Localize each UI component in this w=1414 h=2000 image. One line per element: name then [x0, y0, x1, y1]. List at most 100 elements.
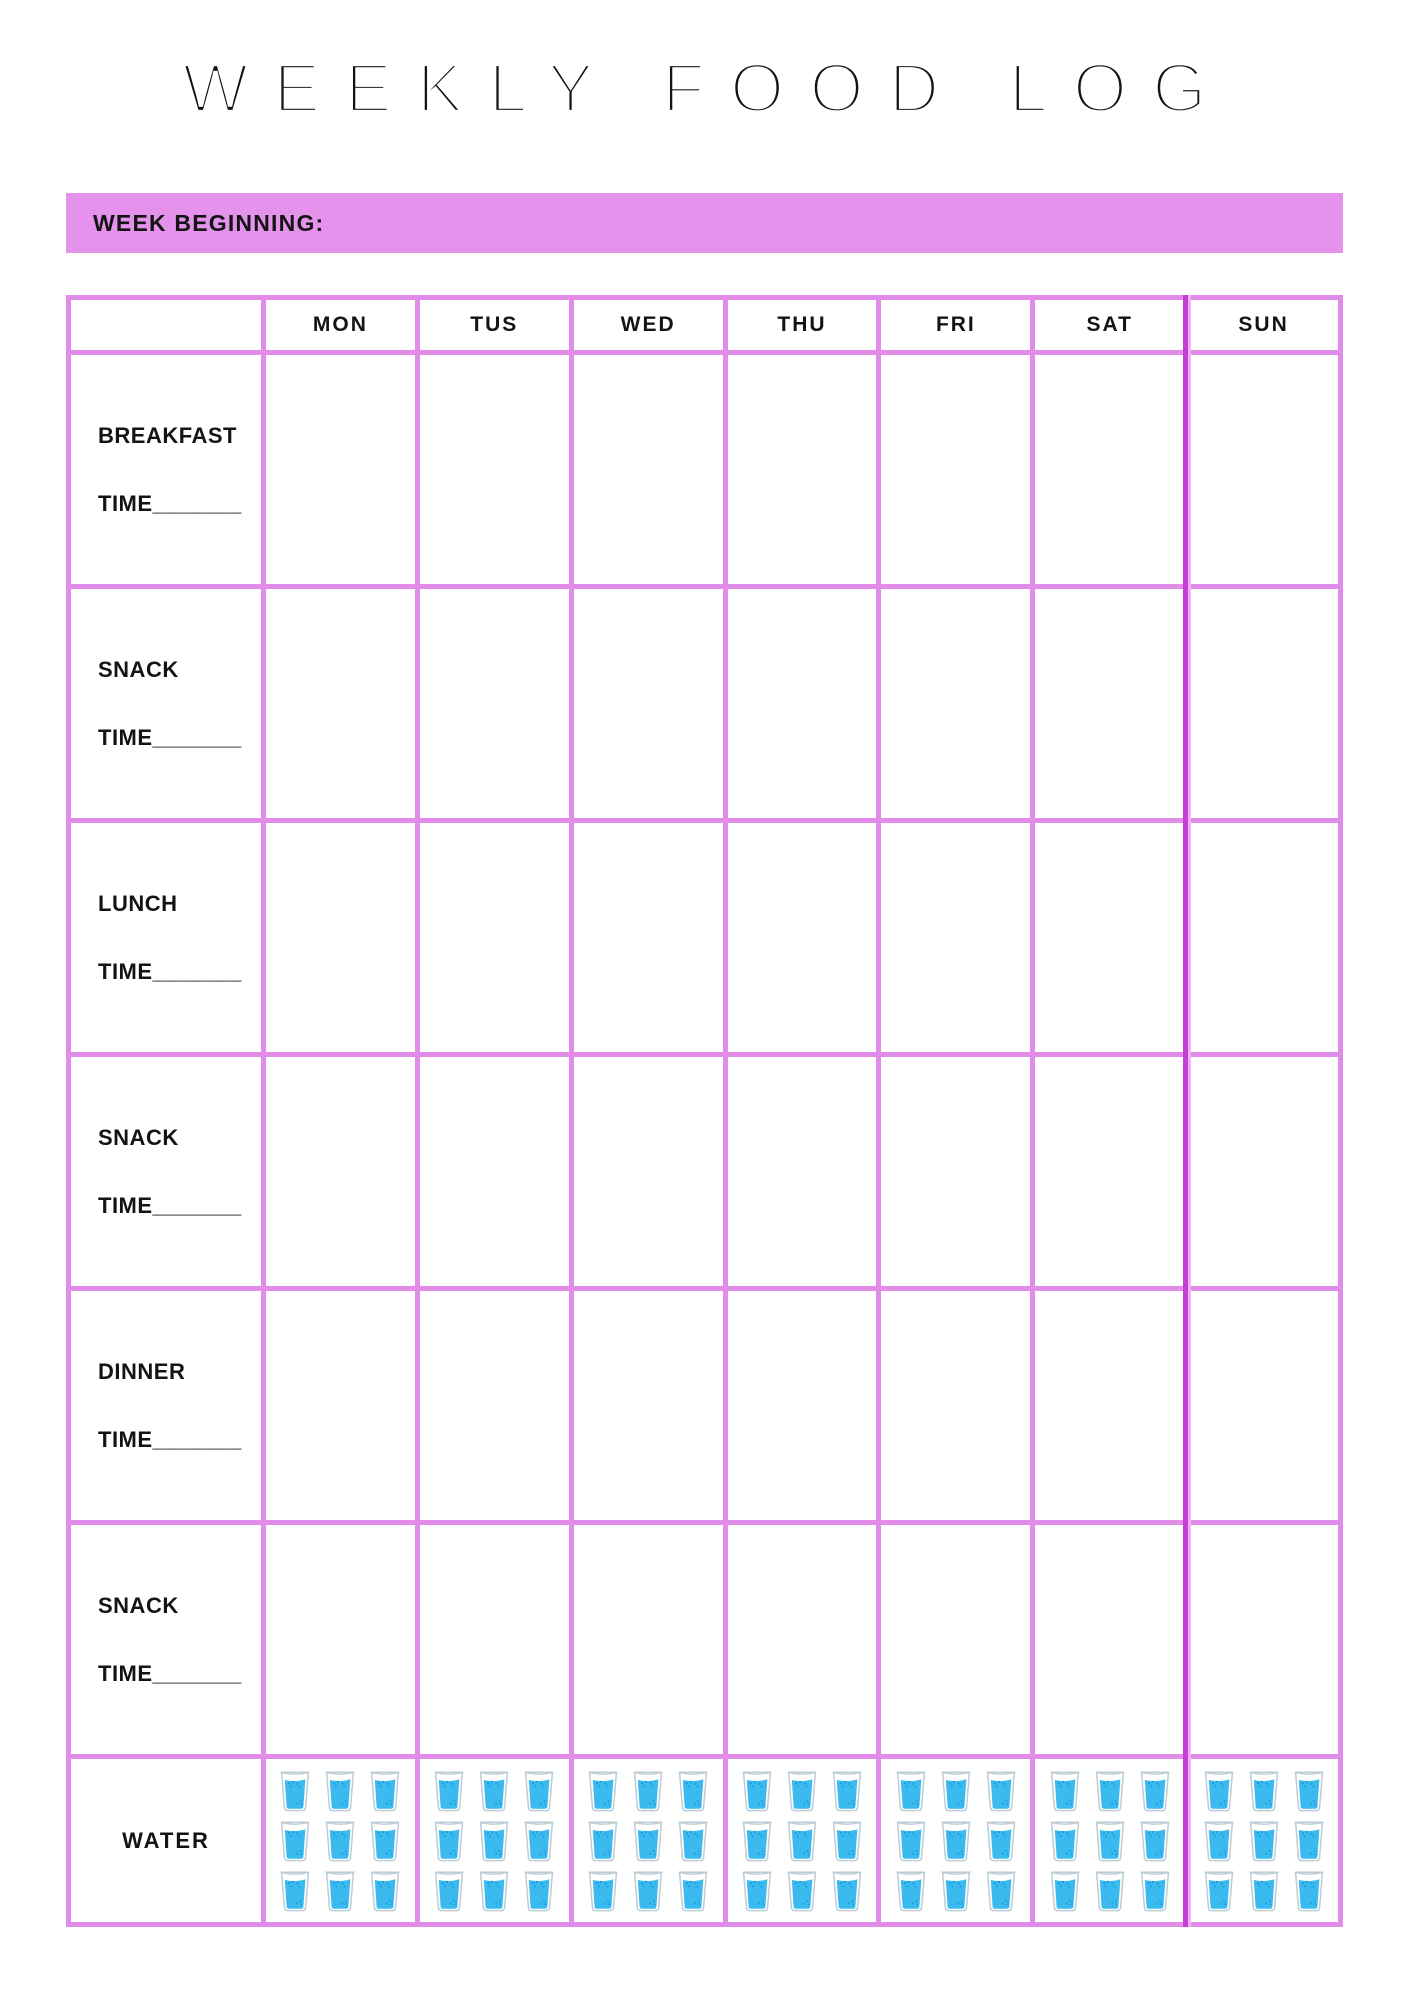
- water-glass-icon[interactable]: [1202, 1769, 1236, 1812]
- water-glass-icon[interactable]: [586, 1819, 620, 1862]
- food-entry-cell-sun-row5[interactable]: [1189, 1525, 1338, 1754]
- food-entry-cell-mon-row3[interactable]: [266, 1057, 415, 1286]
- food-entry-cell-sun-row4[interactable]: [1189, 1291, 1338, 1520]
- food-entry-cell-mon-row4[interactable]: [266, 1291, 415, 1520]
- water-glass-icon[interactable]: [1093, 1819, 1127, 1862]
- water-glass-icon[interactable]: [984, 1869, 1018, 1912]
- food-entry-cell-wed-row3[interactable]: [573, 1057, 723, 1286]
- water-glass-icon[interactable]: [432, 1869, 466, 1912]
- water-glass-icon[interactable]: [984, 1819, 1018, 1862]
- water-glass-icon[interactable]: [740, 1769, 774, 1812]
- water-glass-icon[interactable]: [368, 1869, 402, 1912]
- water-glass-icon[interactable]: [785, 1819, 819, 1862]
- food-entry-cell-sat-row5[interactable]: [1035, 1525, 1185, 1754]
- water-glass-icon[interactable]: [368, 1819, 402, 1862]
- food-entry-cell-fri-row4[interactable]: [881, 1291, 1031, 1520]
- week-beginning-input[interactable]: [324, 193, 1343, 253]
- food-entry-cell-tus-row1[interactable]: [419, 589, 569, 818]
- water-glass-icon[interactable]: [984, 1769, 1018, 1812]
- water-glass-icon[interactable]: [278, 1869, 312, 1912]
- water-glass-icon[interactable]: [894, 1819, 928, 1862]
- food-entry-cell-wed-row2[interactable]: [573, 823, 723, 1052]
- food-entry-cell-fri-row3[interactable]: [881, 1057, 1031, 1286]
- food-entry-cell-tus-row3[interactable]: [419, 1057, 569, 1286]
- food-entry-cell-mon-row1[interactable]: [266, 589, 415, 818]
- food-entry-cell-mon-row0[interactable]: [266, 355, 415, 584]
- water-glass-icon[interactable]: [1093, 1769, 1127, 1812]
- water-glass-icon[interactable]: [323, 1869, 357, 1912]
- food-entry-cell-sun-row1[interactable]: [1189, 589, 1338, 818]
- water-glass-icon[interactable]: [1048, 1819, 1082, 1862]
- water-glass-icon[interactable]: [1292, 1819, 1326, 1862]
- food-entry-cell-tus-row2[interactable]: [419, 823, 569, 1052]
- water-glass-icon[interactable]: [522, 1769, 556, 1812]
- water-glass-icon[interactable]: [1292, 1869, 1326, 1912]
- food-entry-cell-sat-row2[interactable]: [1035, 823, 1185, 1052]
- food-entry-cell-fri-row2[interactable]: [881, 823, 1031, 1052]
- water-glass-icon[interactable]: [894, 1869, 928, 1912]
- food-entry-cell-sat-row0[interactable]: [1035, 355, 1185, 584]
- water-glass-icon[interactable]: [1138, 1869, 1172, 1912]
- water-glass-icon[interactable]: [631, 1769, 665, 1812]
- water-glass-icon[interactable]: [676, 1819, 710, 1862]
- water-glass-icon[interactable]: [477, 1769, 511, 1812]
- water-glass-icon[interactable]: [323, 1819, 357, 1862]
- food-entry-cell-thu-row2[interactable]: [727, 823, 877, 1052]
- water-glass-icon[interactable]: [740, 1819, 774, 1862]
- food-entry-cell-sun-row2[interactable]: [1189, 823, 1338, 1052]
- water-glass-icon[interactable]: [830, 1819, 864, 1862]
- water-glass-icon[interactable]: [477, 1869, 511, 1912]
- water-glass-icon[interactable]: [1093, 1869, 1127, 1912]
- water-glass-icon[interactable]: [676, 1769, 710, 1812]
- water-glass-icon[interactable]: [631, 1869, 665, 1912]
- water-glass-icon[interactable]: [1138, 1819, 1172, 1862]
- water-glass-icon[interactable]: [432, 1769, 466, 1812]
- food-entry-cell-fri-row1[interactable]: [881, 589, 1031, 818]
- food-entry-cell-thu-row1[interactable]: [727, 589, 877, 818]
- water-glass-icon[interactable]: [522, 1819, 556, 1862]
- water-glass-icon[interactable]: [939, 1769, 973, 1812]
- water-glass-icon[interactable]: [1138, 1769, 1172, 1812]
- water-glass-icon[interactable]: [631, 1819, 665, 1862]
- food-entry-cell-sun-row3[interactable]: [1189, 1057, 1338, 1286]
- water-glass-icon[interactable]: [939, 1869, 973, 1912]
- water-glass-icon[interactable]: [1048, 1769, 1082, 1812]
- water-glass-icon[interactable]: [676, 1869, 710, 1912]
- food-entry-cell-sat-row3[interactable]: [1035, 1057, 1185, 1286]
- water-glass-icon[interactable]: [894, 1769, 928, 1812]
- food-entry-cell-wed-row0[interactable]: [573, 355, 723, 584]
- water-glass-icon[interactable]: [368, 1769, 402, 1812]
- water-glass-icon[interactable]: [1048, 1869, 1082, 1912]
- water-glass-icon[interactable]: [1202, 1869, 1236, 1912]
- water-glass-icon[interactable]: [1247, 1869, 1281, 1912]
- food-entry-cell-thu-row0[interactable]: [727, 355, 877, 584]
- water-glass-icon[interactable]: [830, 1769, 864, 1812]
- water-glass-icon[interactable]: [432, 1819, 466, 1862]
- food-entry-cell-thu-row3[interactable]: [727, 1057, 877, 1286]
- water-glass-icon[interactable]: [1247, 1819, 1281, 1862]
- water-glass-icon[interactable]: [1202, 1819, 1236, 1862]
- water-glass-icon[interactable]: [278, 1819, 312, 1862]
- food-entry-cell-fri-row5[interactable]: [881, 1525, 1031, 1754]
- food-entry-cell-wed-row1[interactable]: [573, 589, 723, 818]
- food-entry-cell-thu-row5[interactable]: [727, 1525, 877, 1754]
- water-glass-icon[interactable]: [740, 1869, 774, 1912]
- food-entry-cell-tus-row4[interactable]: [419, 1291, 569, 1520]
- food-entry-cell-wed-row5[interactable]: [573, 1525, 723, 1754]
- food-entry-cell-thu-row4[interactable]: [727, 1291, 877, 1520]
- food-entry-cell-tus-row0[interactable]: [419, 355, 569, 584]
- water-glass-icon[interactable]: [785, 1769, 819, 1812]
- food-entry-cell-sat-row1[interactable]: [1035, 589, 1185, 818]
- water-glass-icon[interactable]: [830, 1869, 864, 1912]
- water-glass-icon[interactable]: [586, 1869, 620, 1912]
- water-glass-icon[interactable]: [323, 1769, 357, 1812]
- food-entry-cell-mon-row2[interactable]: [266, 823, 415, 1052]
- water-glass-icon[interactable]: [939, 1819, 973, 1862]
- water-glass-icon[interactable]: [586, 1769, 620, 1812]
- water-glass-icon[interactable]: [522, 1869, 556, 1912]
- water-glass-icon[interactable]: [785, 1869, 819, 1912]
- food-entry-cell-tus-row5[interactable]: [419, 1525, 569, 1754]
- water-glass-icon[interactable]: [278, 1769, 312, 1812]
- food-entry-cell-mon-row5[interactable]: [266, 1525, 415, 1754]
- food-entry-cell-wed-row4[interactable]: [573, 1291, 723, 1520]
